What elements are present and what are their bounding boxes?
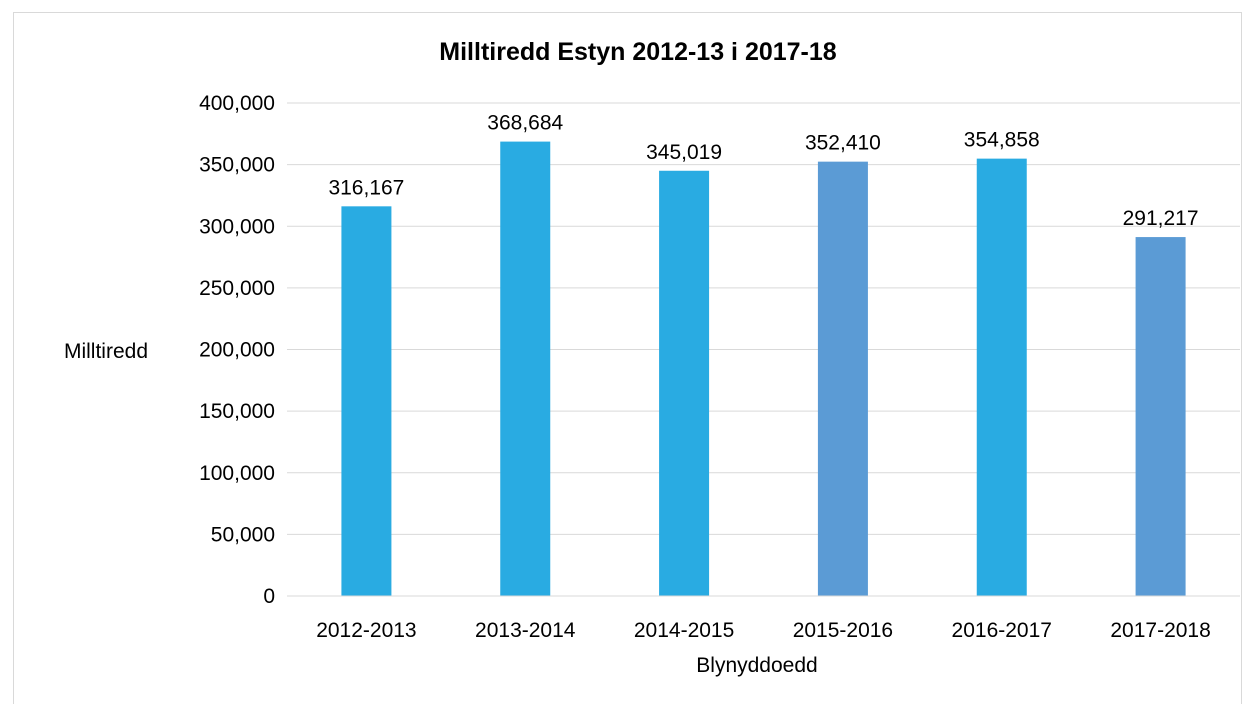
bar-2017-2018: [1135, 237, 1186, 596]
bar-2012-2013: [341, 206, 392, 597]
data-label: 345,019: [646, 141, 722, 164]
gridlines: [287, 102, 1240, 535]
bar-2015-2016: [817, 161, 868, 597]
data-label: 352,410: [805, 132, 881, 155]
y-tick-label: 300,000: [199, 215, 275, 238]
y-tick-label: 50,000: [211, 523, 275, 546]
chart-frame: [13, 12, 1242, 704]
data-label: 291,217: [1123, 207, 1199, 230]
x-tick-label: 2013-2014: [475, 619, 576, 642]
data-label: 354,858: [964, 129, 1040, 152]
y-tick-label: 400,000: [199, 92, 275, 115]
x-tick-label: 2012-2013: [316, 619, 416, 642]
bar-2014-2015: [659, 170, 710, 596]
x-tick-label: 2014-2015: [634, 619, 734, 642]
y-tick-label: 350,000: [199, 154, 275, 177]
x-tick-label: 2016-2017: [952, 619, 1052, 642]
data-labels: 316,167 368,684 345,019 352,410 354,858 291,2…: [328, 112, 1198, 230]
y-tick-label: 250,000: [199, 277, 275, 300]
bar-2016-2017: [976, 158, 1027, 596]
y-axis-label: Milltiredd: [64, 340, 148, 363]
x-axis-label: Blynyddoedd: [696, 654, 817, 677]
y-axis-ticks: 0 50,000 100,000 150,000 200,000 250,000 300,0…: [199, 92, 275, 608]
x-tick-label: 2017-2018: [1110, 619, 1210, 642]
data-label: 368,684: [487, 112, 563, 135]
bars: [341, 141, 1186, 597]
bar-2013-2014: [500, 141, 551, 596]
x-tick-label: 2015-2016: [793, 619, 893, 642]
x-axis-ticks: 2012-2013 2013-2014 2014-2015 2015-2016 2016…: [316, 619, 1211, 642]
y-tick-label: 150,000: [199, 400, 275, 423]
y-tick-label: 0: [263, 585, 275, 608]
y-tick-label: 100,000: [199, 462, 275, 485]
y-tick-label: 200,000: [199, 339, 275, 362]
data-label: 316,167: [328, 176, 404, 199]
chart-title: Milltiredd Estyn 2012-13 i 2017-18: [439, 38, 837, 66]
